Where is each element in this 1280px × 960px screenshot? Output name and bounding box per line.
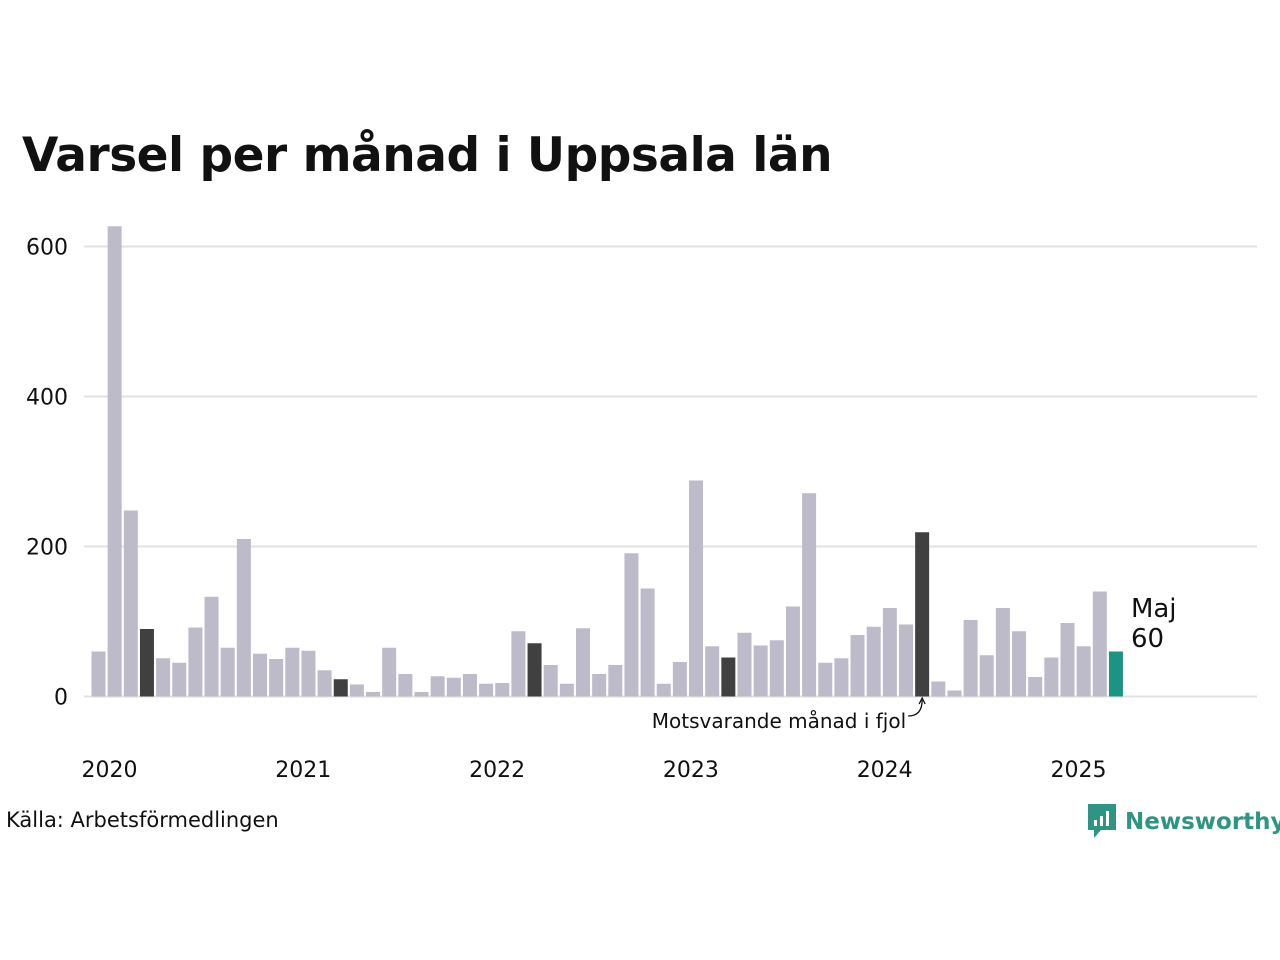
y-tick-label: 600 [26, 236, 68, 261]
x-year-label: 2024 [857, 758, 913, 783]
bar [479, 683, 494, 697]
bar [285, 647, 300, 697]
newsworthy-logo: Newsworthy [1087, 802, 1280, 842]
bar [527, 643, 542, 697]
bar [915, 532, 930, 697]
bar [689, 480, 704, 697]
current-value-label: 60 [1131, 624, 1164, 654]
bar [188, 627, 203, 697]
bar [398, 674, 413, 697]
bar [850, 635, 865, 697]
bar [995, 608, 1010, 697]
bar [123, 510, 138, 697]
annotation-arrow [908, 699, 923, 717]
x-year-label: 2021 [275, 758, 331, 783]
bar [317, 670, 332, 697]
x-year-label: 2025 [1051, 758, 1107, 783]
bar [576, 628, 590, 697]
bar [1028, 677, 1043, 697]
bar [640, 588, 655, 697]
y-tick-label: 200 [26, 536, 68, 561]
bar [769, 640, 784, 697]
bar [1060, 623, 1075, 697]
y-tick-label: 0 [54, 686, 68, 711]
bar-chart: 0 200 400 600 2020 2021 2022 2023 2024 2025 Maj6… [26, 226, 1257, 783]
bar [107, 226, 122, 697]
bar [156, 658, 171, 697]
x-year-label: 2022 [469, 758, 525, 783]
current-month-label: Maj [1131, 594, 1177, 624]
bar [802, 493, 817, 697]
y-axis-ticks: 0 200 400 600 [26, 236, 68, 711]
y-tick-label: 400 [26, 386, 68, 411]
bar [382, 647, 397, 697]
bar [608, 665, 623, 697]
bar [366, 692, 381, 697]
source-note: Källa: Arbetsförmedlingen [6, 808, 279, 832]
bar [511, 631, 526, 697]
bar [301, 650, 316, 697]
bar [236, 539, 251, 697]
bar [947, 690, 962, 697]
bar [559, 683, 574, 697]
x-axis-year-labels: 2020 2021 2022 2023 2024 2025 [82, 758, 1107, 783]
bar [430, 676, 445, 697]
bar [899, 624, 913, 697]
bar [139, 629, 154, 697]
bar [882, 608, 897, 697]
bar [1012, 631, 1027, 697]
bar [931, 681, 946, 697]
bar [1092, 591, 1107, 697]
newsworthy-logo-icon [1088, 804, 1116, 838]
bar [204, 596, 219, 697]
x-year-label: 2023 [663, 758, 719, 783]
bar [624, 553, 639, 697]
bar [656, 683, 671, 697]
bar [1076, 646, 1091, 697]
annotation-label: Motsvarande månad i fjol [652, 709, 906, 733]
bar [1044, 657, 1059, 697]
bar [349, 684, 364, 697]
brand-name: Newsworthy [1125, 809, 1280, 835]
bar [834, 658, 849, 697]
bar [785, 606, 800, 697]
bar [592, 674, 607, 697]
bar [866, 626, 881, 697]
bar [253, 653, 267, 697]
bar [172, 662, 187, 697]
bar [753, 645, 768, 697]
bar [672, 662, 687, 697]
bar [91, 651, 106, 697]
bar [220, 647, 235, 697]
bar [721, 657, 736, 697]
gridlines [84, 245, 1257, 698]
chart-title: Varsel per månad i Uppsala län [22, 128, 833, 183]
bar [979, 655, 994, 697]
bars [91, 226, 1123, 697]
bar [333, 679, 348, 697]
bar [705, 646, 720, 697]
bar [269, 659, 284, 697]
bar-current [1108, 651, 1123, 697]
bar [462, 674, 477, 697]
bar [543, 665, 558, 697]
bar [446, 677, 461, 697]
bar [818, 662, 833, 697]
x-year-label: 2020 [82, 758, 138, 783]
annotation-arrowhead [918, 696, 926, 705]
bar [414, 692, 429, 697]
bar [963, 620, 978, 697]
bar [495, 683, 510, 697]
bar [737, 632, 752, 697]
